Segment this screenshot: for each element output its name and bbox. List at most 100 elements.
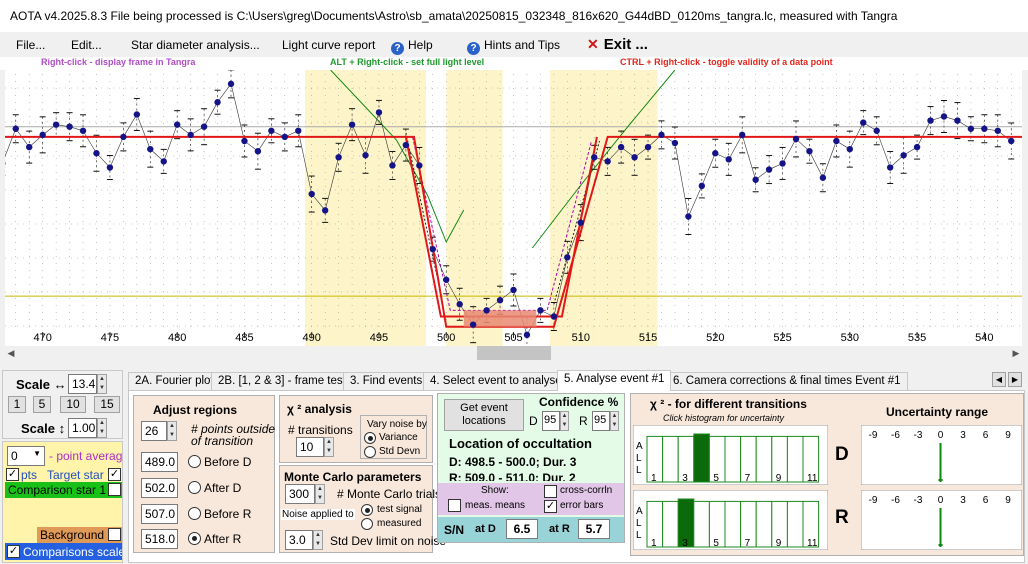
tab-scroll-left-icon[interactable]: ◀ [992, 372, 1006, 387]
data-point-30 [402, 141, 410, 149]
data-point-9 [120, 133, 127, 141]
error-bars-checkbox[interactable]: ✓ [544, 500, 557, 513]
points-outside-spinner[interactable]: ▲ ▼ [167, 421, 177, 441]
tab-analyse-event[interactable]: 5. Analyse event #1 [557, 370, 672, 391]
data-point-39 [523, 331, 531, 339]
scroll-right-icon[interactable]: ▶ [1012, 348, 1020, 358]
pts-checkbox[interactable]: ✓ [6, 468, 19, 481]
variance-radio[interactable] [364, 432, 376, 444]
star-selection-panel: 0 ▼ - point average ✓ pts Target star ✓ C… [2, 441, 123, 563]
points-outside-input[interactable]: 26 [141, 421, 167, 441]
tab-scroll-right-icon[interactable]: ▶ [1008, 372, 1022, 387]
data-point-54 [725, 156, 732, 163]
scale-preset-15[interactable]: 15 [94, 396, 120, 413]
x-tick-label-490: 490 [303, 332, 321, 344]
data-point-5 [66, 123, 73, 130]
confidence-d-input[interactable]: 95 [542, 411, 560, 431]
point-average-select[interactable]: 0 ▼ [7, 446, 45, 466]
std-dev-limit-input[interactable]: 3.0 [285, 530, 313, 550]
scroll-thumb[interactable] [477, 346, 551, 360]
transitions-spinner[interactable]: ▲ ▼ [324, 437, 334, 457]
comparisons-scaled-checkbox[interactable]: ✓ [7, 545, 20, 558]
background-row: Background [37, 527, 122, 543]
chi-curve-r [531, 70, 676, 249]
data-point-53 [712, 150, 719, 157]
tab-find-events[interactable]: 3. Find events [343, 372, 430, 391]
after-r-radio[interactable] [188, 532, 201, 545]
before-d-input[interactable]: 489.0 [141, 452, 178, 472]
scale-horizontal-spinner[interactable]: ▲ ▼ [97, 374, 107, 394]
after-d-input[interactable]: 502.0 [141, 478, 178, 498]
chi-hist-d-number-5: 5 [713, 473, 719, 484]
confidence-r-input[interactable]: 95 [592, 411, 610, 431]
cross-corrln-checkbox[interactable] [544, 485, 557, 498]
menu-edit[interactable]: Edit... [71, 38, 102, 52]
scale-preset-1[interactable]: 1 [8, 396, 26, 413]
chi-hist-r-bar-11 [802, 500, 820, 548]
scale-preset-10[interactable]: 10 [60, 396, 86, 413]
menu-file[interactable]: File... [16, 38, 46, 52]
show-options-group: Show: meas. means cross-corrln ✓ error b… [438, 483, 624, 515]
bottom-level-bar [463, 310, 537, 327]
tab-fourier-plot[interactable]: 2A. Fourier plot [128, 372, 221, 391]
x-tick-label-485: 485 [235, 332, 253, 344]
background-checkbox[interactable] [108, 528, 121, 541]
tab-select-event[interactable]: 4. Select event to analyse [423, 372, 569, 391]
comparison-star-row: Comparison star 1 [5, 482, 122, 498]
menu-exit[interactable]: ✕ Exit ... [587, 36, 648, 53]
before-r-radio[interactable] [188, 507, 201, 520]
std-devn-radio[interactable] [364, 446, 376, 458]
data-point-19 [254, 147, 262, 155]
confidence-r-label: R [579, 414, 588, 428]
data-point-16 [214, 99, 221, 106]
test-signal-radio[interactable] [361, 504, 373, 516]
chi-hist-r-all-letter-2: L [636, 530, 642, 541]
before-r-input[interactable]: 507.0 [141, 504, 178, 524]
light-curve-svg[interactable]: 470 475 480 485 490 495 500 505 510 515 520 525 530 5… [5, 70, 1022, 346]
scroll-left-icon[interactable]: ◀ [7, 348, 15, 358]
hint-ctrl-right-click: CTRL + Right-click - toggle validity of … [620, 57, 833, 67]
comparison-star-checkbox[interactable] [108, 483, 121, 496]
event-band-3 [598, 70, 658, 346]
menu-help[interactable]: ? Help [391, 38, 433, 55]
after-r-input[interactable]: 518.0 [141, 529, 178, 549]
uncertainty-d-tick-2: -3 [914, 430, 923, 441]
monte-carlo-trials-spinner[interactable]: ▲ ▼ [315, 484, 325, 504]
confidence-r-spinner[interactable]: ▲ ▼ [610, 411, 619, 431]
scale-vertical-spinner[interactable]: ▲ ▼ [97, 418, 107, 438]
scale-preset-5[interactable]: 5 [33, 396, 51, 413]
get-event-locations-button[interactable]: Get event locations [444, 399, 524, 431]
x-tick-label-505: 505 [504, 332, 522, 344]
monte-carlo-trials-input[interactable]: 300 [285, 484, 315, 504]
data-point-27 [362, 152, 369, 159]
menu-star-diameter[interactable]: Star diameter analysis... [131, 38, 260, 52]
data-point-36 [483, 307, 490, 314]
comparison-star-label: Comparison star 1 [8, 483, 107, 497]
confidence-d-spinner[interactable]: ▲ ▼ [560, 411, 569, 431]
meas-means-checkbox[interactable] [448, 499, 461, 512]
tab-frame-test[interactable]: 2B. [1, 2 & 3] - frame test [211, 372, 353, 391]
data-point-51 [685, 213, 692, 220]
menu-hints[interactable]: ? Hints and Tips [467, 38, 560, 55]
get-event-locations-label-1: Get event [460, 402, 508, 414]
transitions-input[interactable]: 10 [296, 437, 324, 457]
target-star-checkbox[interactable]: ✓ [108, 468, 121, 481]
scale-vertical-input[interactable]: 1.00 [68, 418, 97, 438]
after-d-radio[interactable] [188, 481, 201, 494]
tab-camera-corrections[interactable]: 6. Camera corrections & final times Even… [666, 372, 908, 391]
menu-light-curve-report[interactable]: Light curve report [282, 38, 376, 52]
light-curve-plot[interactable]: 470 475 480 485 490 495 500 505 510 515 520 525 530 5… [5, 70, 1022, 346]
scale-horizontal-input[interactable]: 13.4 [68, 374, 97, 394]
std-dev-limit-spinner[interactable]: ▲ ▼ [313, 530, 323, 550]
location-d-result: D: 498.5 - 500.0; Dur. 3 [449, 455, 577, 469]
chi-histogram-title: χ ² - for different transitions [650, 397, 807, 411]
data-point-62 [833, 137, 840, 145]
before-d-radio[interactable] [188, 455, 201, 468]
measured-radio[interactable] [361, 518, 373, 530]
noise-applied-label: Noise applied to [281, 509, 355, 520]
plot-scrollbar[interactable]: ◀ ▶ [5, 346, 1022, 360]
after-d-label: After D [204, 481, 242, 495]
data-point-43 [577, 219, 584, 226]
